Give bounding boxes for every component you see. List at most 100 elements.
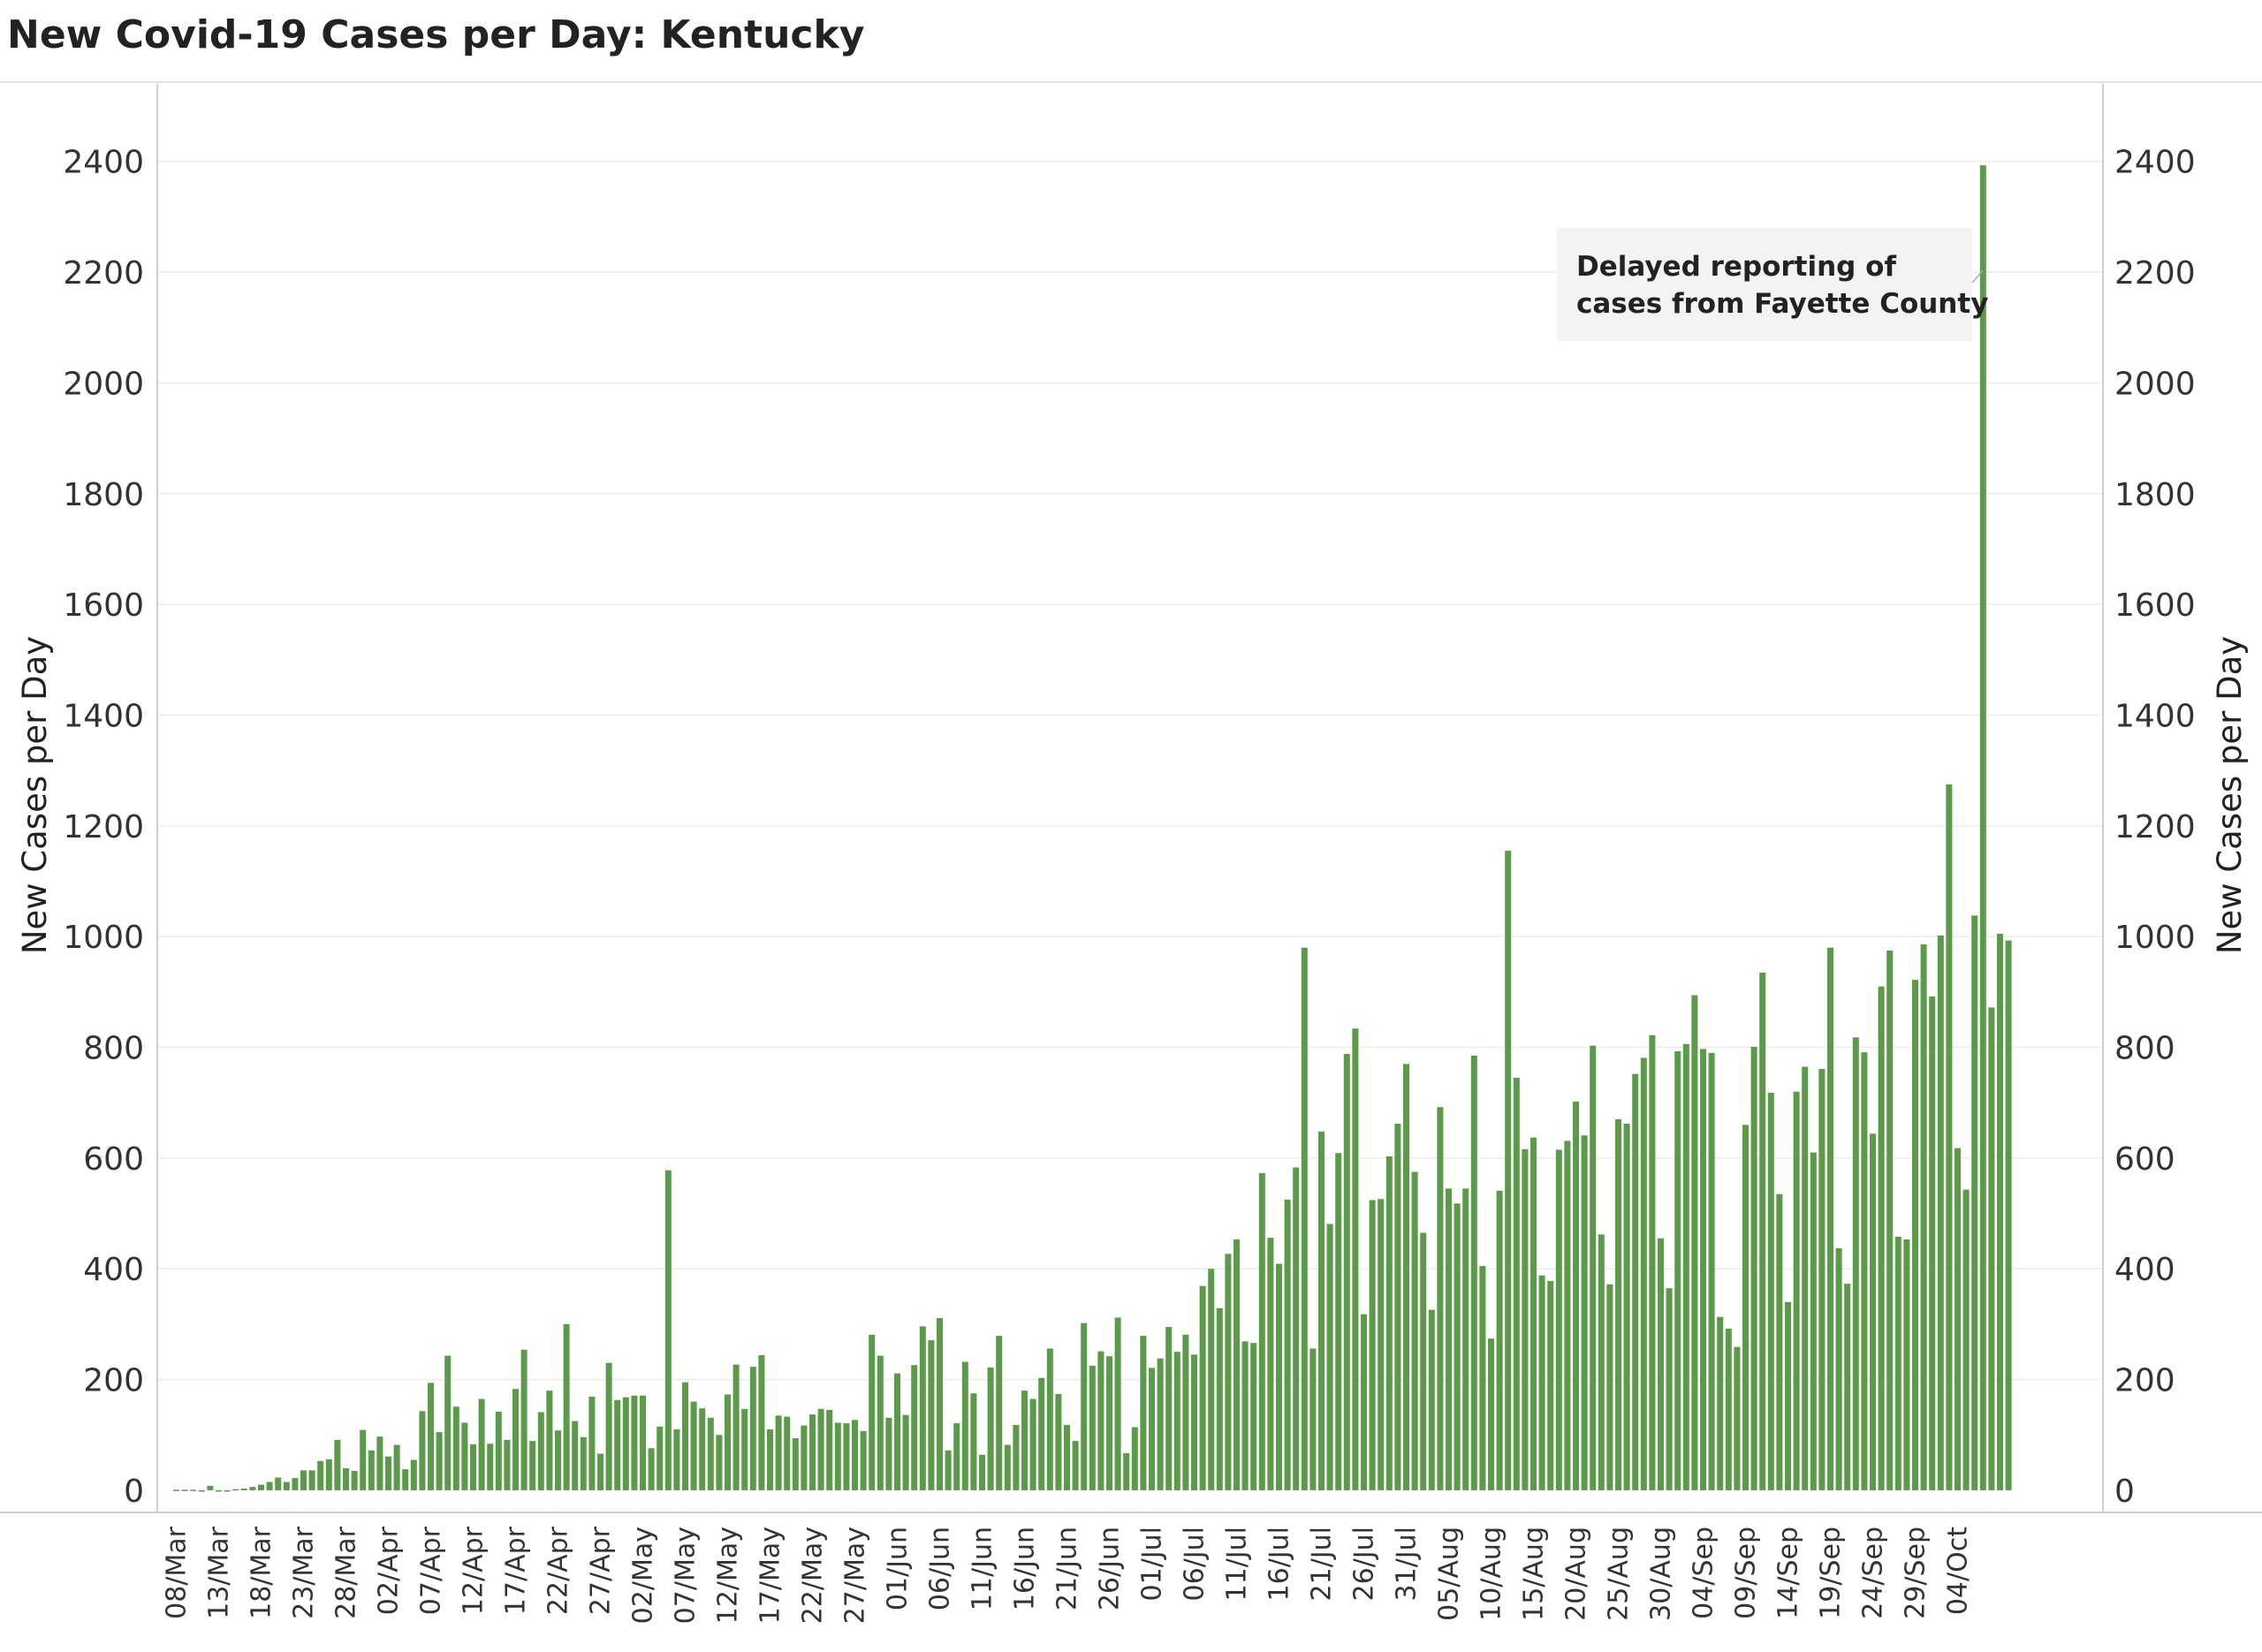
bar bbox=[911, 1365, 918, 1490]
x-tick-label: 07/May bbox=[671, 1527, 702, 1624]
bar bbox=[1606, 1284, 1613, 1490]
bar bbox=[1378, 1199, 1385, 1490]
annotation-text: cases from Fayette County bbox=[1576, 288, 1988, 320]
bar bbox=[224, 1489, 231, 1492]
bar bbox=[300, 1470, 307, 1490]
bar bbox=[1598, 1234, 1605, 1490]
bar bbox=[1666, 1288, 1673, 1490]
bar bbox=[792, 1438, 799, 1490]
bar bbox=[580, 1436, 587, 1490]
x-tick-label: 22/Apr bbox=[543, 1526, 574, 1615]
bar bbox=[996, 1336, 1003, 1490]
y-tick-left: 1800 bbox=[63, 477, 144, 513]
bar bbox=[1241, 1341, 1249, 1490]
bar bbox=[1590, 1045, 1597, 1490]
bar bbox=[1725, 1328, 1732, 1490]
bar bbox=[749, 1367, 756, 1490]
bar bbox=[767, 1428, 773, 1490]
bar bbox=[1852, 1037, 1859, 1490]
x-tick-label: 26/Jun bbox=[1095, 1527, 1126, 1610]
bar bbox=[1199, 1285, 1206, 1490]
bar bbox=[1530, 1137, 1537, 1490]
bar bbox=[292, 1478, 299, 1490]
x-tick-label: 26/Jul bbox=[1349, 1527, 1380, 1601]
bar bbox=[657, 1426, 664, 1490]
bar bbox=[1106, 1356, 1112, 1490]
bar bbox=[987, 1367, 994, 1490]
y-axis-title-right: New Cases per Day bbox=[2211, 636, 2249, 954]
bar bbox=[1462, 1188, 1469, 1490]
bar bbox=[1759, 972, 1766, 1490]
bar bbox=[1818, 1068, 1826, 1490]
bar bbox=[1827, 947, 1833, 1490]
x-tick-label: 09/Sep bbox=[1731, 1527, 1762, 1619]
y-tick-right: 600 bbox=[2114, 1141, 2175, 1178]
bar bbox=[605, 1362, 612, 1490]
bar bbox=[1284, 1199, 1291, 1490]
bar bbox=[1505, 851, 1512, 1490]
bar bbox=[885, 1417, 892, 1490]
bar bbox=[275, 1477, 282, 1490]
bar bbox=[732, 1364, 740, 1490]
bar bbox=[1640, 1057, 1647, 1490]
y-tick-left: 600 bbox=[83, 1141, 144, 1178]
bar bbox=[902, 1414, 909, 1490]
x-tick-label: 27/May bbox=[840, 1527, 871, 1624]
y-tick-right: 2400 bbox=[2114, 145, 2196, 181]
bar bbox=[1352, 1028, 1359, 1490]
bar bbox=[843, 1423, 850, 1490]
bar bbox=[1149, 1368, 1155, 1490]
bar bbox=[1309, 1348, 1317, 1490]
chart-title: New Covid-19 Cases per Day: Kentucky bbox=[7, 12, 865, 57]
bar bbox=[826, 1410, 833, 1490]
bar bbox=[928, 1340, 935, 1490]
bar bbox=[725, 1394, 731, 1490]
bar bbox=[1293, 1167, 1300, 1490]
bar bbox=[1225, 1254, 1232, 1490]
x-tick-label: 29/Sep bbox=[1901, 1527, 1932, 1619]
x-tick-label: 13/Mar bbox=[204, 1526, 235, 1619]
x-tick-label: 06/Jun bbox=[925, 1527, 956, 1610]
bar bbox=[1937, 935, 1944, 1490]
x-tick-label: 31/Jul bbox=[1392, 1527, 1423, 1601]
bar bbox=[1717, 1316, 1724, 1490]
x-tick-label: 08/Mar bbox=[162, 1526, 193, 1619]
bar bbox=[1538, 1275, 1545, 1490]
bar bbox=[784, 1416, 791, 1490]
bar bbox=[258, 1484, 264, 1490]
x-tick-label: 30/Aug bbox=[1646, 1527, 1677, 1621]
bar bbox=[1420, 1232, 1427, 1490]
bar bbox=[1623, 1124, 1630, 1490]
bar bbox=[520, 1349, 528, 1490]
y-tick-left: 200 bbox=[83, 1363, 144, 1399]
bar bbox=[232, 1489, 239, 1491]
bar bbox=[741, 1408, 748, 1490]
bar bbox=[1208, 1269, 1215, 1490]
annotation-text: Delayed reporting of bbox=[1576, 251, 1896, 283]
bar bbox=[588, 1397, 596, 1490]
bar bbox=[537, 1412, 544, 1490]
x-tick-label: 17/Apr bbox=[501, 1526, 532, 1615]
bar bbox=[1912, 980, 1918, 1490]
bar bbox=[622, 1397, 629, 1490]
bar bbox=[546, 1391, 553, 1490]
bar bbox=[1369, 1200, 1376, 1490]
bar bbox=[478, 1398, 485, 1490]
bar bbox=[1674, 1050, 1681, 1490]
bar bbox=[343, 1467, 349, 1490]
bar bbox=[173, 1489, 179, 1491]
bar bbox=[1276, 1263, 1282, 1490]
bar bbox=[351, 1470, 358, 1490]
x-tick-label: 21/Jun bbox=[1052, 1527, 1083, 1610]
bar bbox=[1064, 1424, 1070, 1490]
bar bbox=[716, 1435, 723, 1490]
bar bbox=[317, 1460, 324, 1490]
x-tick-label: 11/Jun bbox=[968, 1527, 998, 1610]
bar bbox=[1301, 947, 1308, 1490]
bar bbox=[1573, 1101, 1579, 1490]
bar bbox=[1081, 1322, 1088, 1490]
y-tick-left: 1200 bbox=[63, 809, 144, 845]
bar bbox=[1411, 1171, 1418, 1490]
y-tick-right: 200 bbox=[2114, 1363, 2175, 1399]
